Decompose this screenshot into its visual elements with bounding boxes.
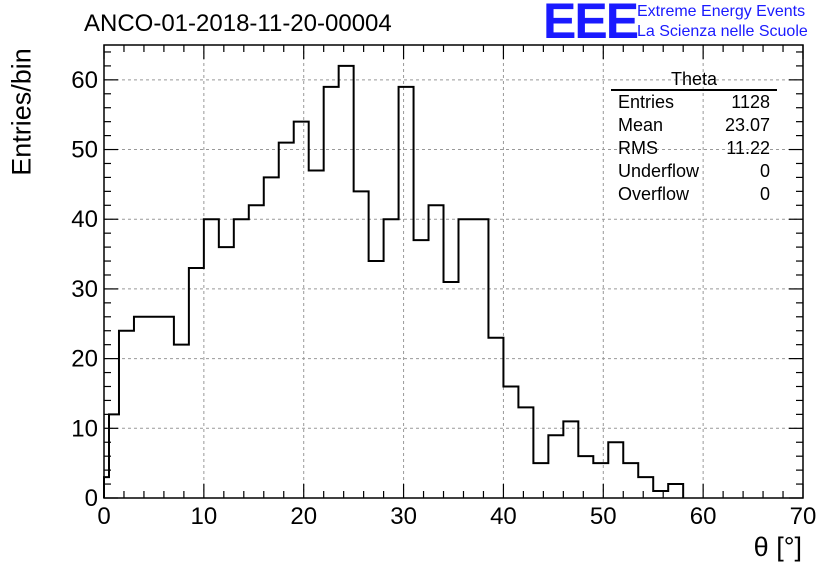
plot-frame	[103, 44, 804, 499]
histogram-bin	[548, 435, 563, 498]
histogram-outline	[103, 64, 685, 498]
eee-logo: EEE	[543, 0, 639, 49]
histogram-bin	[563, 421, 578, 498]
stats-row-rms: RMS 11.22	[611, 137, 777, 160]
histogram-bin	[174, 345, 189, 498]
y-tick-label: 40	[71, 206, 98, 233]
stats-value: 23.07	[724, 115, 770, 135]
histogram-bin	[339, 66, 354, 498]
histogram-bin	[578, 456, 593, 498]
y-tick-label: 0	[85, 485, 98, 512]
y-tick-label: 10	[71, 415, 98, 442]
histogram-bin	[279, 143, 294, 498]
histogram-bin	[119, 331, 134, 498]
y-tick-label: 50	[71, 137, 98, 164]
histogram-bin	[429, 205, 444, 498]
stats-label: RMS	[618, 138, 658, 158]
y-tick-label: 30	[71, 276, 98, 303]
chart-title: ANCO-01-2018-11-20-00004	[84, 10, 392, 37]
histogram-bin	[219, 247, 234, 498]
histogram-bin	[473, 219, 488, 498]
histogram-bin	[149, 317, 174, 498]
logo-line-1: Extreme Energy Events	[637, 3, 806, 20]
histogram-bin	[608, 442, 623, 498]
y-tick-label: 60	[71, 67, 98, 94]
x-tick-label: 40	[490, 503, 517, 530]
histogram-bin	[533, 463, 548, 498]
stats-value: 11.22	[726, 138, 770, 158]
stats-row-mean: Mean 23.07	[611, 114, 777, 137]
histogram-bin	[668, 484, 683, 498]
x-tick-label: 0	[97, 503, 110, 530]
histogram-bin	[458, 219, 473, 498]
stats-row-underflow: Underflow 0	[611, 160, 777, 183]
histogram-bin	[109, 414, 119, 498]
logo-caption: Extreme Energy Events La Scienza nelle S…	[637, 2, 808, 42]
x-tick-label: 70	[790, 503, 817, 530]
histogram-bin	[488, 338, 503, 498]
x-tick-label: 20	[290, 503, 317, 530]
y-tick-label: 20	[71, 346, 98, 373]
histogram-bin	[414, 240, 429, 498]
histogram-bin	[354, 191, 369, 498]
histogram-bin	[399, 87, 414, 498]
histogram-bin	[324, 87, 339, 498]
histogram-bin	[309, 170, 324, 498]
histogram-bin	[234, 219, 249, 498]
x-tick-label: 50	[590, 503, 617, 530]
x-tick-label: 10	[191, 503, 218, 530]
x-tick-label: 30	[390, 503, 417, 530]
stats-label: Underflow	[618, 161, 700, 181]
x-tick-label: 60	[690, 503, 717, 530]
stats-label: Overflow	[618, 184, 690, 204]
histogram-bin	[104, 477, 109, 498]
stats-value: 0	[759, 161, 770, 181]
x-axis-label: θ [°]	[753, 532, 802, 562]
histogram-bin	[653, 491, 668, 498]
stats-label: Mean	[618, 115, 664, 135]
histogram-bin	[264, 177, 279, 498]
histogram-bin	[294, 122, 309, 498]
histogram-bin	[623, 463, 638, 498]
histogram-bin	[134, 317, 149, 498]
histogram-bin	[384, 219, 399, 498]
histogram-bin	[593, 463, 608, 498]
histogram-bin	[638, 477, 653, 498]
stats-title: Theta	[611, 70, 777, 91]
stats-label: Entries	[618, 92, 675, 112]
stats-value: 1128	[731, 92, 770, 112]
stats-value: 0	[759, 184, 770, 204]
histogram-bin	[249, 205, 264, 498]
histogram-bin	[518, 407, 533, 498]
histogram-bin	[189, 268, 204, 498]
stats-row-overflow: Overflow 0	[611, 183, 777, 206]
logo-line-2: La Scienza nelle Scuole	[637, 23, 808, 40]
stats-row-entries: Entries 1128	[611, 91, 777, 114]
histogram-bin	[503, 386, 518, 498]
histogram-bin	[444, 282, 459, 498]
histogram-bin	[369, 261, 384, 498]
histogram-bin	[204, 219, 219, 498]
stats-box: Theta Entries 1128 Mean 23.07 RMS 11.22 …	[611, 70, 777, 206]
